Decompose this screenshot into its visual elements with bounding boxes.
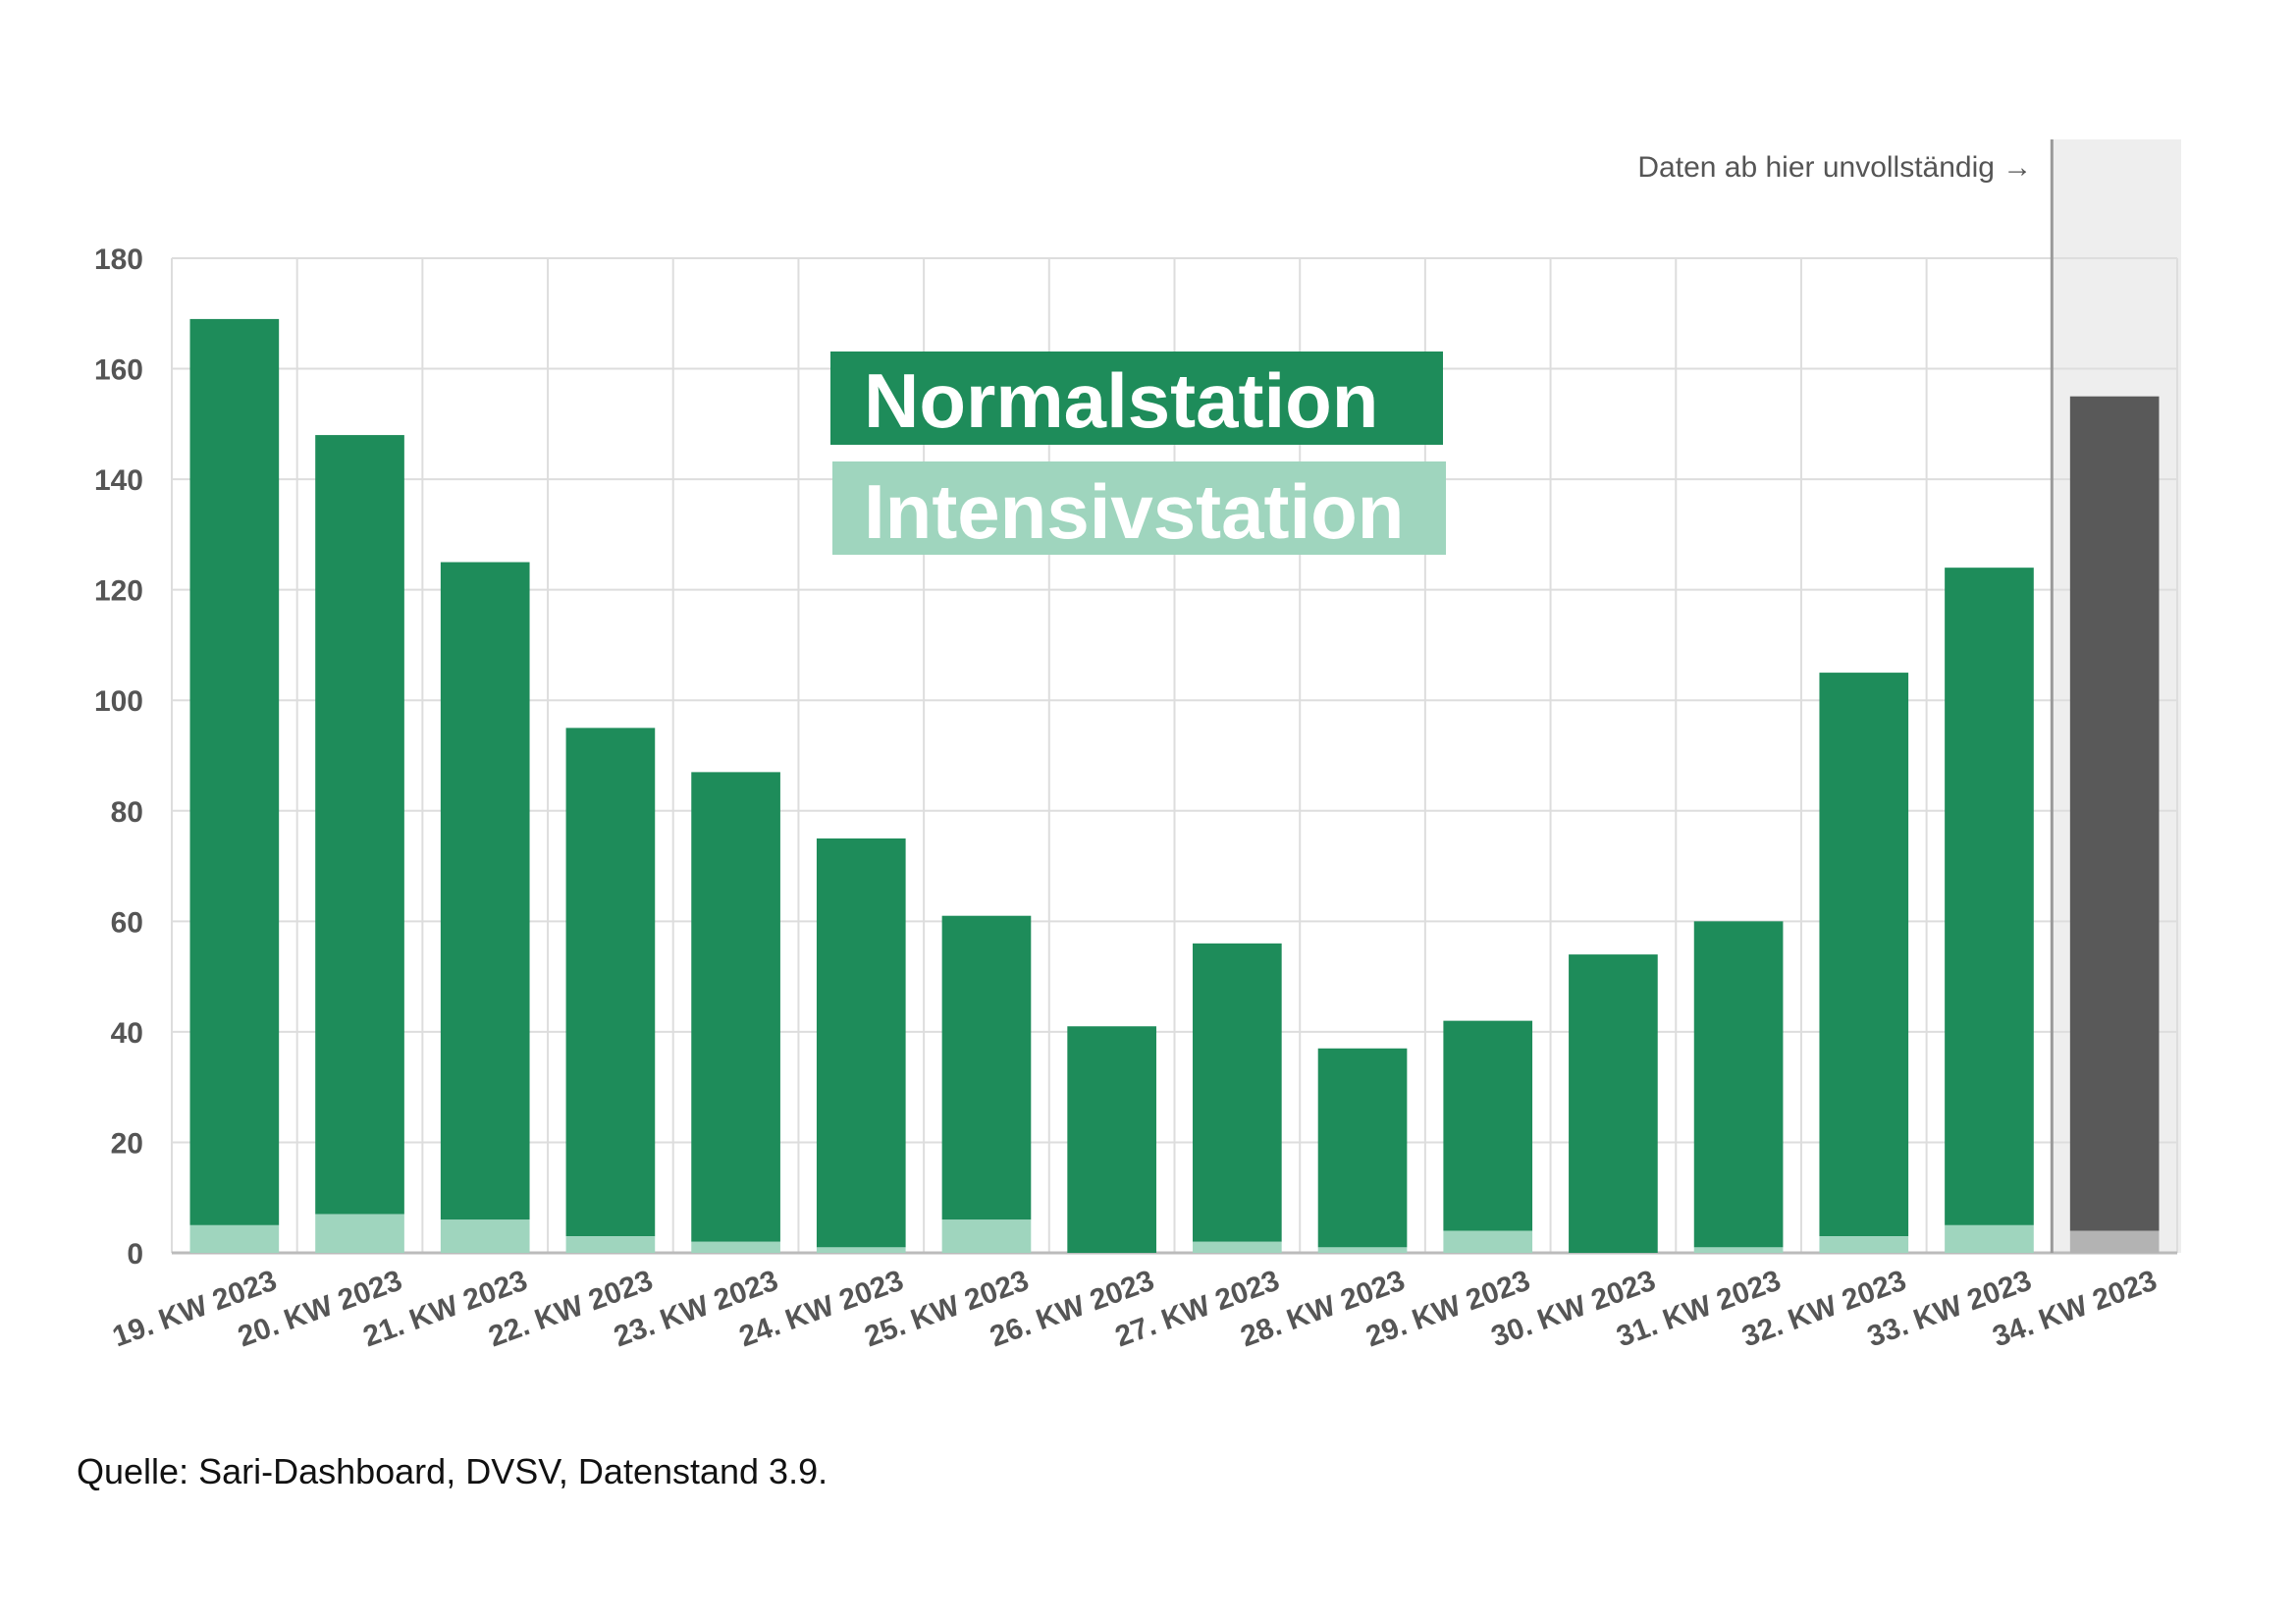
bar-intensivstation: [1317, 1247, 1408, 1253]
bar-normalstation: [1819, 673, 1909, 1237]
legend-intensive-label: Intensivstation: [864, 468, 1404, 555]
bar-normalstation: [440, 562, 530, 1220]
legend-normal-swatch: [830, 352, 1443, 445]
bar-normalstation: [1067, 1026, 1156, 1253]
y-tick-label: 40: [111, 1017, 143, 1050]
legend: Normalstation Intensivstation: [830, 352, 1446, 555]
bar-intensivstation: [189, 1224, 280, 1253]
bar-normalstation: [1569, 954, 1658, 1253]
y-tick-label: 180: [94, 244, 143, 276]
bar-normalstation: [2069, 396, 2160, 1231]
bar-intensivstation: [1945, 1224, 2034, 1253]
y-axis-ticks: 0 20 40 60 80 100 120 140 160 180: [94, 244, 143, 1271]
bar-normalstation: [1693, 921, 1784, 1248]
bar-normalstation: [816, 838, 906, 1248]
bar-normalstation: [1193, 943, 1282, 1242]
bar-intensivstation: [2069, 1230, 2160, 1253]
legend-normal-label: Normalstation: [864, 357, 1378, 444]
y-tick-label: 0: [127, 1238, 143, 1271]
bar-normalstation: [941, 915, 1032, 1220]
y-tick-label: 20: [111, 1127, 143, 1160]
bar-normalstation: [691, 772, 780, 1242]
y-tick-label: 60: [111, 906, 143, 939]
legend-intensive-swatch: [832, 461, 1446, 555]
bar-intensivstation: [1443, 1230, 1533, 1253]
bar-intensivstation: [1819, 1236, 1909, 1253]
y-tick-label: 120: [94, 575, 143, 608]
source-note: Quelle: Sari-Dashboard, DVSV, Datenstand…: [77, 1451, 828, 1491]
bar-normalstation: [315, 435, 404, 1215]
y-tick-label: 80: [111, 796, 143, 829]
bar-intensivstation: [315, 1214, 404, 1253]
bar-intensivstation: [1193, 1241, 1282, 1253]
bar-normalstation: [1443, 1020, 1533, 1231]
bar-normalstation: [565, 728, 656, 1237]
bars: [189, 318, 2160, 1253]
bar-intensivstation: [565, 1236, 656, 1253]
bar-normalstation: [1317, 1048, 1408, 1248]
y-tick-label: 140: [94, 464, 143, 497]
bar-intensivstation: [440, 1219, 530, 1253]
bar-normalstation: [189, 318, 280, 1225]
bar-intensivstation: [816, 1247, 906, 1253]
bar-intensivstation: [941, 1219, 1032, 1253]
bar-intensivstation: [1693, 1247, 1784, 1253]
bar-intensivstation: [691, 1241, 780, 1253]
incomplete-note: Daten ab hier unvollständig →: [1637, 151, 2032, 184]
bar-normalstation: [1945, 568, 2034, 1225]
y-tick-label: 160: [94, 354, 143, 387]
y-tick-label: 100: [94, 685, 143, 718]
